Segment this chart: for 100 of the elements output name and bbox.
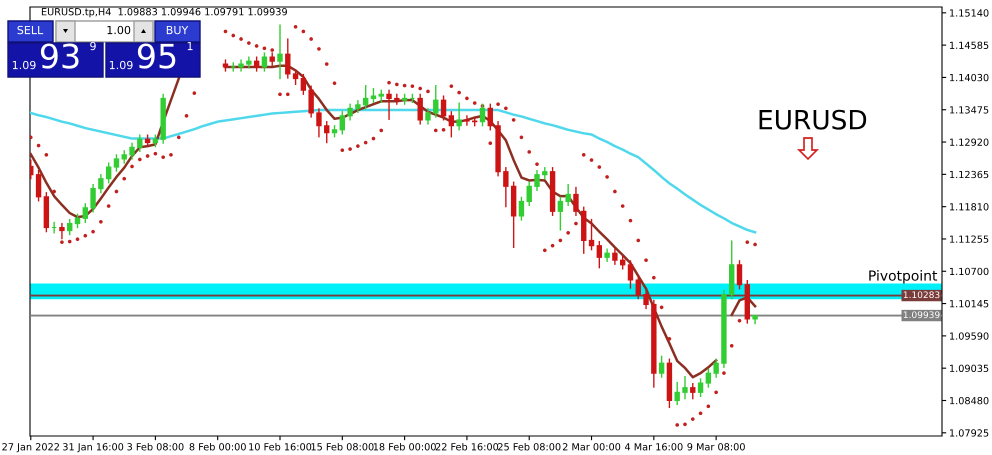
candlestick — [682, 375, 688, 400]
candlestick — [152, 134, 158, 148]
candlestick — [355, 99, 361, 114]
x-tick-label: 3 Feb 08:00 — [127, 442, 184, 450]
x-tick-label: 8 Feb 00:00 — [190, 442, 246, 450]
y-tick-label: 1.12365 — [950, 170, 988, 178]
candlestick — [285, 38, 290, 80]
x-tick-label: 22 Feb 16:00 — [436, 442, 498, 450]
candlestick — [292, 68, 298, 86]
candlestick — [643, 289, 649, 310]
candlestick — [262, 52, 268, 72]
candlestick — [698, 378, 704, 398]
y-tick-label: 1.14585 — [950, 42, 988, 49]
annotation: 93 — [40, 43, 79, 69]
y-tick-label: 1.13475 — [950, 106, 988, 114]
candlestick — [690, 382, 696, 400]
y-tick-label: 1.08480 — [950, 396, 989, 404]
candlestick — [472, 116, 478, 128]
x-tick-label: 4 Mar 16:00 — [624, 443, 683, 450]
candlestick — [98, 173, 104, 194]
candlestick — [222, 58, 228, 72]
candlestick — [706, 368, 712, 388]
annotation: 9 — [90, 42, 96, 50]
chart-title: EURUSD.tp,H4 1.09883 1.09946 1.09791 1.09939 — [42, 8, 287, 18]
candlestick — [588, 218, 594, 252]
annotation: 1.09 — [110, 60, 133, 70]
text: EURUSD — [760, 110, 866, 130]
x-tick-label: 31 Jan 16:00 — [63, 443, 124, 452]
candlestick — [59, 222, 65, 240]
candlestick — [425, 108, 431, 126]
candlestick — [604, 248, 610, 263]
y-tick-label: 1.09035 — [950, 364, 988, 372]
ref-line-label: 1.09939 — [904, 311, 940, 318]
candlestick — [464, 114, 470, 126]
candlestick — [658, 354, 664, 378]
candlestick — [332, 124, 338, 138]
candlestick — [254, 56, 260, 72]
candlestick — [612, 248, 618, 266]
candlestick — [713, 358, 719, 378]
candlestick — [316, 108, 322, 138]
candlestick — [620, 254, 626, 270]
candlestick — [558, 196, 564, 232]
candlestick — [340, 110, 346, 136]
candlestick — [129, 142, 135, 160]
candlestick — [433, 84, 438, 118]
candlestick — [137, 134, 143, 153]
x-tick-label: 18 Feb 00:00 — [374, 442, 436, 450]
x-tick-label: 10 Feb 16:00 — [249, 442, 312, 450]
x-tick-label: 2 Mar 00:00 — [562, 443, 620, 450]
candlestick — [394, 93, 400, 106]
candlestick — [503, 166, 509, 208]
candlestick — [440, 94, 446, 122]
candlestick — [246, 56, 252, 70]
candlestick — [122, 150, 127, 164]
x-tick-label: 15 Feb 08:00 — [311, 442, 374, 450]
candlestick — [534, 169, 540, 192]
candlestick — [378, 88, 384, 104]
candlestick — [488, 102, 493, 132]
candlestick — [74, 212, 80, 229]
band-label: Pivotpoint — [869, 270, 938, 284]
y-tick-label: 1.12920 — [950, 138, 989, 146]
candlestick — [526, 180, 532, 207]
candlestick — [370, 87, 376, 104]
candlestick — [82, 202, 88, 224]
candlestick — [456, 102, 462, 132]
candlestick — [67, 218, 72, 236]
annotation: 95 — [138, 43, 176, 69]
candlestick — [347, 102, 353, 122]
candlestick — [636, 274, 641, 300]
candlestick — [277, 24, 283, 80]
y-tick-label: 1.10145 — [950, 300, 988, 308]
candlestick — [674, 381, 680, 406]
y-tick-label: 1.09590 — [950, 332, 989, 340]
y-tick-label: 1.14030 — [950, 74, 989, 82]
y-tick-label: 1.11810 — [950, 203, 989, 210]
candlestick — [518, 196, 524, 222]
candlestick — [238, 58, 244, 72]
x-tick-label: 9 Mar 08:00 — [687, 443, 745, 450]
candlestick — [300, 73, 306, 96]
y-tick-label: 1.07925 — [950, 429, 988, 437]
candlestick — [362, 84, 368, 110]
candlestick — [36, 169, 42, 202]
candlestick — [270, 52, 275, 66]
candlestick — [565, 183, 571, 207]
candlestick — [106, 162, 112, 184]
x-tick-label: 27 Jan 2022 — [2, 443, 59, 452]
candlestick — [386, 88, 392, 121]
candlestick — [736, 260, 742, 290]
candlestick — [417, 93, 423, 126]
candlestick — [308, 84, 314, 118]
annotation: 1.09 — [12, 60, 36, 70]
candlestick — [114, 154, 120, 172]
x-tick-label: 25 Feb 08:00 — [498, 442, 560, 450]
y-tick-label: 1.10700 — [950, 268, 989, 276]
candlestick — [90, 183, 96, 214]
candlestick — [573, 186, 579, 217]
candlestick — [628, 260, 634, 290]
annotation: 1.00 — [107, 26, 130, 34]
y-tick-label: 1.15140 — [950, 9, 989, 17]
annotation: BUY — [166, 26, 188, 34]
